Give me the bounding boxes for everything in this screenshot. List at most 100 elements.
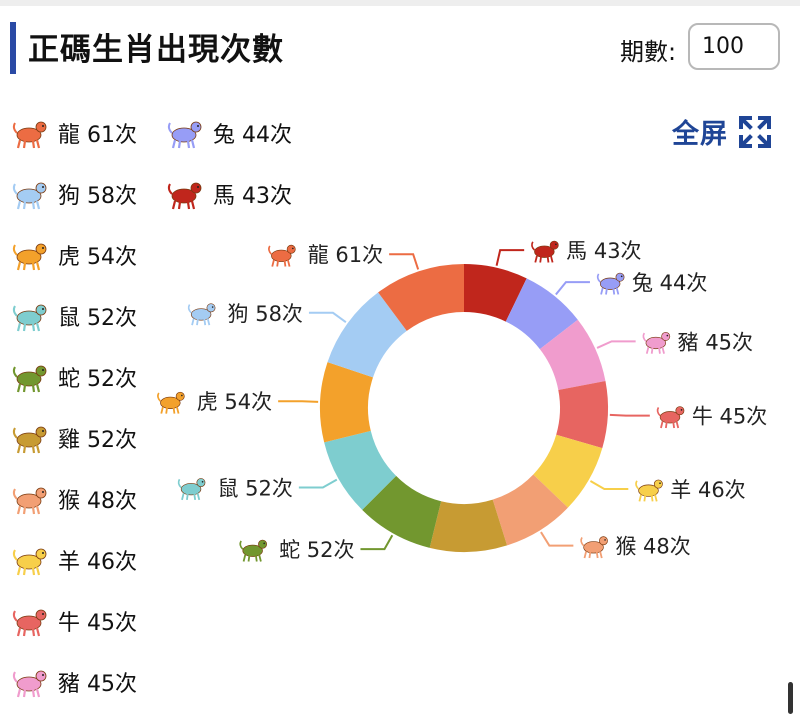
monkey-icon [10,482,50,516]
rat-icon [177,478,206,501]
legend-label: 虎 54次 [58,245,137,270]
dragon-icon [10,116,50,150]
legend-label: 蛇 52次 [58,367,137,392]
legend-item[interactable]: 羊 46次 [10,540,137,580]
monkey-icon [580,536,608,559]
rabbit-icon [165,116,205,150]
slice-label: 猴 48次 [615,535,690,559]
legend-label: 豬 45次 [58,672,137,697]
donut-slice[interactable] [492,474,568,546]
donut-slice[interactable] [362,475,442,548]
slice-label: 鼠 52次 [217,477,292,501]
snake-icon-glyph [12,365,47,393]
slice-label: 虎 54次 [197,390,272,414]
goat-icon [635,479,663,502]
slice-label: 豬 45次 [678,330,753,354]
legend-item[interactable]: 蛇 52次 [10,357,137,397]
label-leader-line [609,413,650,417]
legend-item[interactable]: 龍 61次 [10,113,137,153]
slice-label: 兔 44次 [632,271,707,295]
label-leader-line [278,400,319,403]
legend-label: 兔 44次 [213,123,292,148]
label-leader-line [589,480,629,490]
horse-icon [165,177,205,211]
title-accent-bar [10,22,16,74]
label-leader-line [596,340,636,349]
legend-label: 龍 61次 [58,123,137,148]
slice-label: 蛇 52次 [279,538,354,562]
donut-slice[interactable] [378,264,464,331]
legend-item[interactable]: 鼠 52次 [10,296,137,336]
dragon-icon [268,244,296,267]
legend-label: 鼠 52次 [58,306,137,331]
legend-label: 狗 58次 [58,184,137,209]
legend-item[interactable]: 雞 52次 [10,418,137,458]
dog-icon [10,177,50,211]
label-leader-line [495,249,525,266]
tiger-icon-glyph [12,243,47,271]
donut-slice[interactable] [505,278,578,350]
donut-slice[interactable] [464,264,527,322]
snake-icon [10,360,50,394]
goat-icon-glyph [12,548,47,576]
dog-icon [187,303,216,326]
donut-slice[interactable] [556,381,608,449]
goat-icon [10,543,50,577]
legend-item[interactable]: 狗 58次 [10,174,137,214]
legend-label: 牛 45次 [58,611,137,636]
donut-slice[interactable] [324,430,397,510]
horse-icon-glyph [167,182,202,210]
pig-icon [642,331,671,354]
fullscreen-label: 全屏 [672,119,728,150]
fullscreen-button[interactable]: 全屏 [672,112,772,151]
label-leader-line [555,281,590,296]
dragon-icon-glyph [12,121,47,149]
ox-icon [656,406,685,429]
donut-slice[interactable] [539,319,606,391]
rooster-icon [10,421,50,455]
pig-icon [10,665,50,699]
snake-icon [239,539,267,562]
legend-item[interactable]: 牛 45次 [10,601,137,641]
rabbit-icon-glyph [167,121,202,149]
legend-label: 雞 52次 [58,428,137,453]
label-leader-line [360,534,394,551]
legend-item[interactable]: 豬 45次 [10,662,137,702]
page-title: 正碼生肖出現次數 [28,32,284,68]
label-leader-line [308,311,347,323]
donut-slice[interactable] [429,499,508,552]
slice-label: 牛 45次 [692,405,767,429]
horse-icon [531,240,559,263]
legend-label: 羊 46次 [58,550,137,575]
monkey-icon-glyph [12,487,47,515]
rooster-icon-glyph [12,426,47,454]
top-divider [0,0,800,6]
dog-icon-glyph [12,182,47,210]
tiger-icon [157,391,185,414]
label-leader-line [540,531,574,547]
donut-slice[interactable] [327,292,407,378]
donut-slice[interactable] [533,434,603,508]
fullscreen-icon [739,115,771,148]
legend-item[interactable]: 猴 48次 [10,479,137,519]
rabbit-icon [596,272,625,295]
ox-icon-glyph [12,609,47,637]
legend-item[interactable]: 兔 44次 [165,113,292,153]
pig-icon-glyph [12,670,47,698]
rat-icon-glyph [12,304,47,332]
scrollbar[interactable] [788,682,793,714]
label-leader-line [298,478,338,489]
legend-item[interactable]: 馬 43次 [165,174,292,214]
tiger-icon [10,238,50,272]
slice-label: 馬 43次 [566,239,641,263]
legend-label: 猴 48次 [58,489,137,514]
slice-label: 龍 61次 [308,243,383,267]
slice-label: 狗 58次 [228,302,303,326]
legend-item[interactable]: 虎 54次 [10,235,137,275]
slice-label: 羊 46次 [670,478,745,502]
donut-slice[interactable] [320,362,374,443]
rat-icon [10,299,50,333]
period-label: 期數: [620,38,677,66]
period-input[interactable] [688,23,780,70]
